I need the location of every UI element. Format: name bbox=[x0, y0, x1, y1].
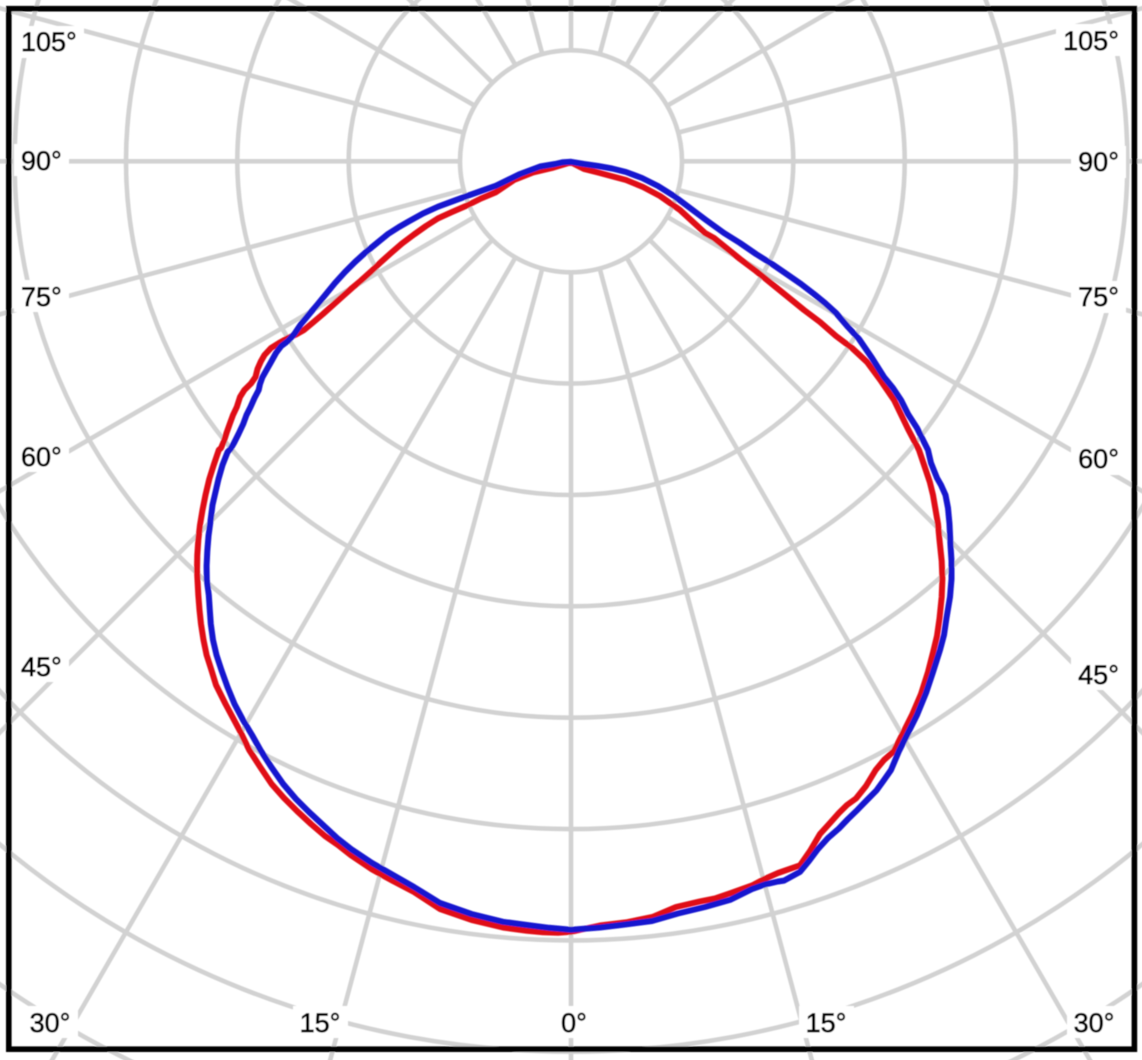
svg-text:30°: 30° bbox=[30, 1008, 71, 1038]
svg-text:105°: 105° bbox=[1063, 26, 1119, 56]
svg-text:75°: 75° bbox=[21, 282, 62, 312]
svg-text:75°: 75° bbox=[1078, 282, 1119, 312]
svg-text:45°: 45° bbox=[1078, 660, 1119, 690]
svg-text:45°: 45° bbox=[21, 652, 62, 682]
svg-text:30°: 30° bbox=[1074, 1008, 1115, 1038]
svg-text:105°: 105° bbox=[21, 27, 77, 57]
svg-text:60°: 60° bbox=[1078, 444, 1119, 474]
svg-text:90°: 90° bbox=[21, 146, 62, 176]
svg-text:15°: 15° bbox=[300, 1008, 341, 1038]
svg-text:90°: 90° bbox=[1078, 147, 1119, 177]
svg-text:15°: 15° bbox=[806, 1008, 847, 1038]
svg-text:60°: 60° bbox=[21, 442, 62, 472]
svg-text:0°: 0° bbox=[561, 1008, 587, 1038]
